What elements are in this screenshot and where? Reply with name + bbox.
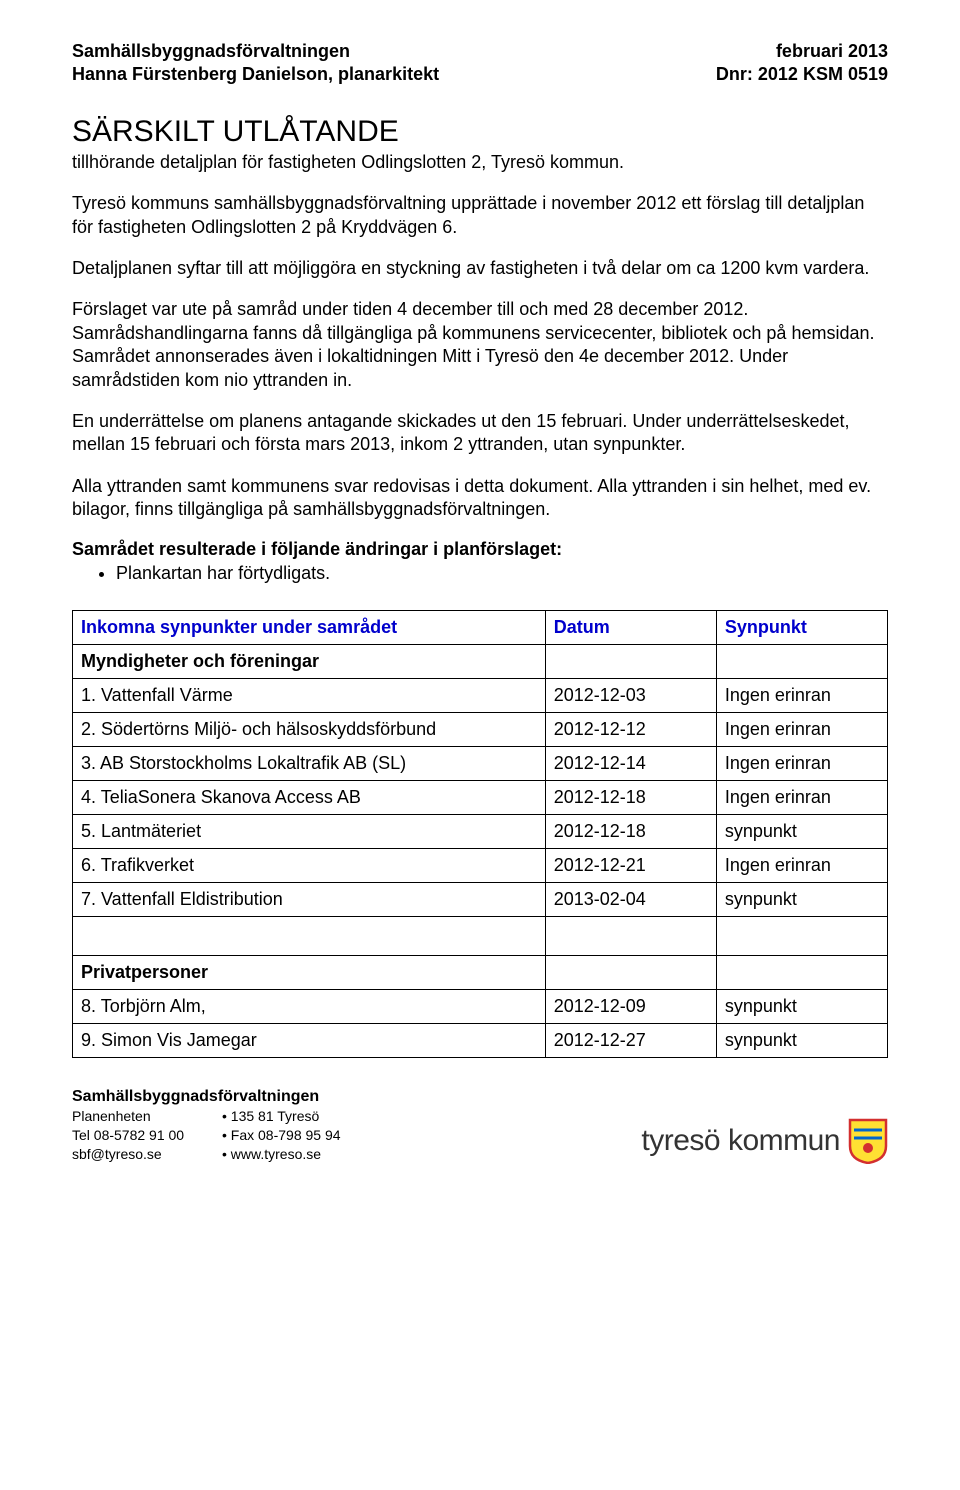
empty-cell — [545, 955, 716, 989]
municipality-logo: tyresö kommun — [641, 1118, 888, 1164]
body-paragraph: Förslaget var ute på samråd under tiden … — [72, 298, 888, 392]
document-page: Samhällsbyggnadsförvaltningen Hanna Fürs… — [0, 0, 960, 1194]
doc-date: februari 2013 — [716, 40, 888, 63]
logo-text: tyresö kommun — [641, 1124, 840, 1158]
page-title: SÄRSKILT UTLÅTANDE — [72, 115, 888, 149]
org-name: Samhällsbyggnadsförvaltningen — [72, 40, 439, 63]
header-right: februari 2013 Dnr: 2012 KSM 0519 — [716, 40, 888, 87]
comments-table: Inkomna synpunkter under samrådet Datum … — [72, 610, 888, 1058]
col-header: Datum — [545, 610, 716, 644]
table-row: 1. Vattenfall Värme2012-12-03Ingen erinr… — [73, 678, 888, 712]
table-row: 4. TeliaSonera Skanova Access AB2012-12-… — [73, 780, 888, 814]
table-row: 3. AB Storstockholms Lokaltrafik AB (SL)… — [73, 746, 888, 780]
table-row: 8. Torbjörn Alm,2012-12-09synpunkt — [73, 989, 888, 1023]
subhead-cell: Myndigheter och föreningar — [73, 644, 546, 678]
table-row: 6. Trafikverket2012-12-21Ingen erinran — [73, 848, 888, 882]
empty-cell — [545, 644, 716, 678]
table-header-row: Inkomna synpunkter under samrådet Datum … — [73, 610, 888, 644]
col-header: Synpunkt — [716, 610, 887, 644]
page-footer: Samhällsbyggnadsförvaltningen Planenhete… — [72, 1086, 888, 1164]
subhead-cell: Privatpersoner — [73, 955, 546, 989]
col-header: Inkomna synpunkter under samrådet — [73, 610, 546, 644]
footer-line: Planenheten135 81 Tyresö — [72, 1107, 341, 1126]
empty-cell — [716, 955, 887, 989]
author-name: Hanna Fürstenberg Danielson, planarkitek… — [72, 63, 439, 86]
footer-line: sbf@tyreso.sewww.tyreso.se — [72, 1145, 341, 1164]
crest-icon — [848, 1118, 888, 1164]
document-header: Samhällsbyggnadsförvaltningen Hanna Fürs… — [72, 40, 888, 87]
body-paragraph: Alla yttranden samt kommunens svar redov… — [72, 475, 888, 522]
table-row: 7. Vattenfall Eldistribution2013-02-04sy… — [73, 882, 888, 916]
footer-org-name: Samhällsbyggnadsförvaltningen — [72, 1086, 341, 1108]
table-row: 2. Södertörns Miljö- och hälsoskyddsförb… — [73, 712, 888, 746]
doc-ref: Dnr: 2012 KSM 0519 — [716, 63, 888, 86]
header-left: Samhällsbyggnadsförvaltningen Hanna Fürs… — [72, 40, 439, 87]
changes-bullet: Plankartan har förtydligats. — [116, 562, 888, 585]
body-paragraph: Tyresö kommuns samhällsbyggnadsförvaltni… — [72, 192, 888, 239]
page-subtitle: tillhörande detaljplan för fastigheten O… — [72, 151, 888, 174]
table-subhead-row: Myndigheter och föreningar — [73, 644, 888, 678]
empty-cell — [716, 644, 887, 678]
footer-line: Tel 08-5782 91 00Fax 08-798 95 94 — [72, 1126, 341, 1145]
changes-list: Plankartan har förtydligats. — [72, 562, 888, 585]
table-row: 5. Lantmäteriet2012-12-18synpunkt — [73, 814, 888, 848]
table-row: 9. Simon Vis Jamegar2012-12-27synpunkt — [73, 1023, 888, 1057]
body-paragraph: En underrättelse om planens antagande sk… — [72, 410, 888, 457]
table-subhead-row: Privatpersoner — [73, 955, 888, 989]
changes-heading: Samrådet resulterade i följande ändringa… — [72, 539, 888, 560]
footer-contact: Samhällsbyggnadsförvaltningen Planenhete… — [72, 1086, 341, 1164]
table-empty-row — [73, 916, 888, 955]
body-paragraph: Detaljplanen syftar till att möjliggöra … — [72, 257, 888, 280]
